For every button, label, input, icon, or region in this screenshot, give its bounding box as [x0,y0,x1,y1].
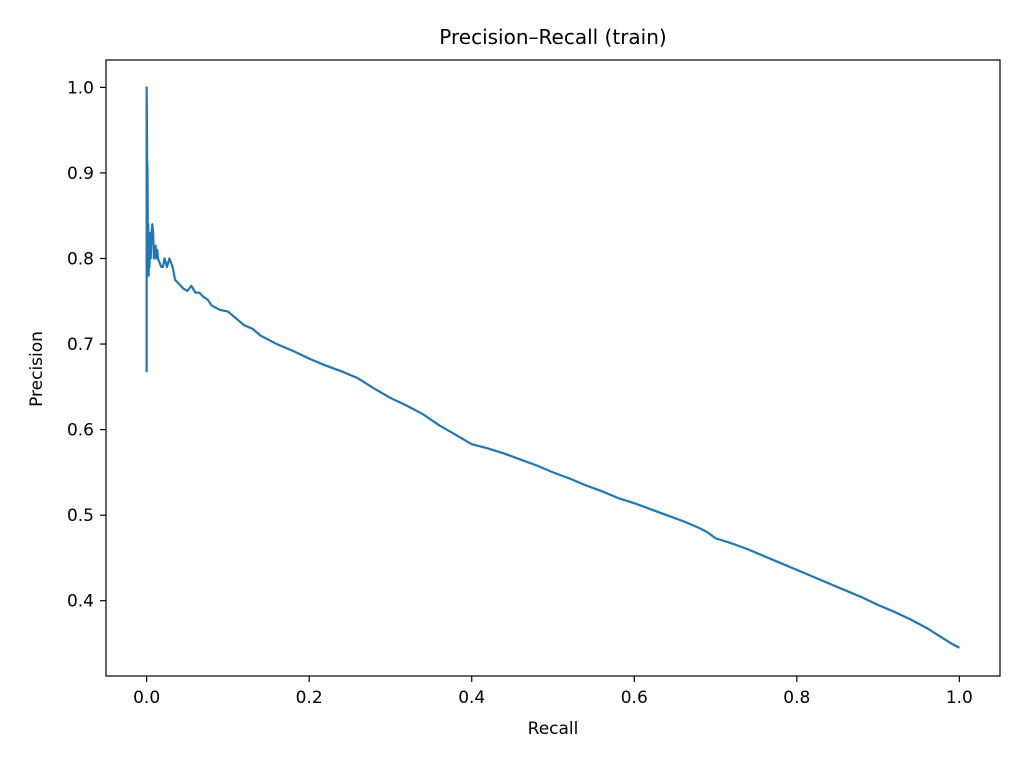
y-tick-label: 1.0 [67,78,94,98]
axis-ticks: 0.0 0.2 0.4 0.6 0.8 1.0 0.4 0.5 0.6 0.7 0.8 0.9 1.0 [67,78,973,708]
x-tick-label: 0.8 [783,688,810,708]
x-tick-label: 0.4 [458,688,485,708]
y-tick-label: 0.7 [67,335,94,355]
axes-frame [105,59,1001,677]
y-tick-label: 0.6 [67,421,94,441]
plot-area [145,86,960,649]
chart-title: Precision–Recall (train) [439,25,666,49]
x-tick-label: 0.6 [621,688,648,708]
y-tick-label: 0.8 [67,249,94,269]
x-tick-label: 1.0 [946,688,973,708]
x-tick-label: 0.0 [133,688,160,708]
x-axis-label: Recall [528,719,579,739]
y-tick-label: 0.5 [67,506,94,526]
x-tick-label: 0.2 [296,688,323,708]
y-axis-label: Precision [27,331,47,407]
y-tick-label: 0.9 [67,164,94,184]
pr-curve-line [145,86,960,649]
y-tick-label: 0.4 [67,592,94,612]
